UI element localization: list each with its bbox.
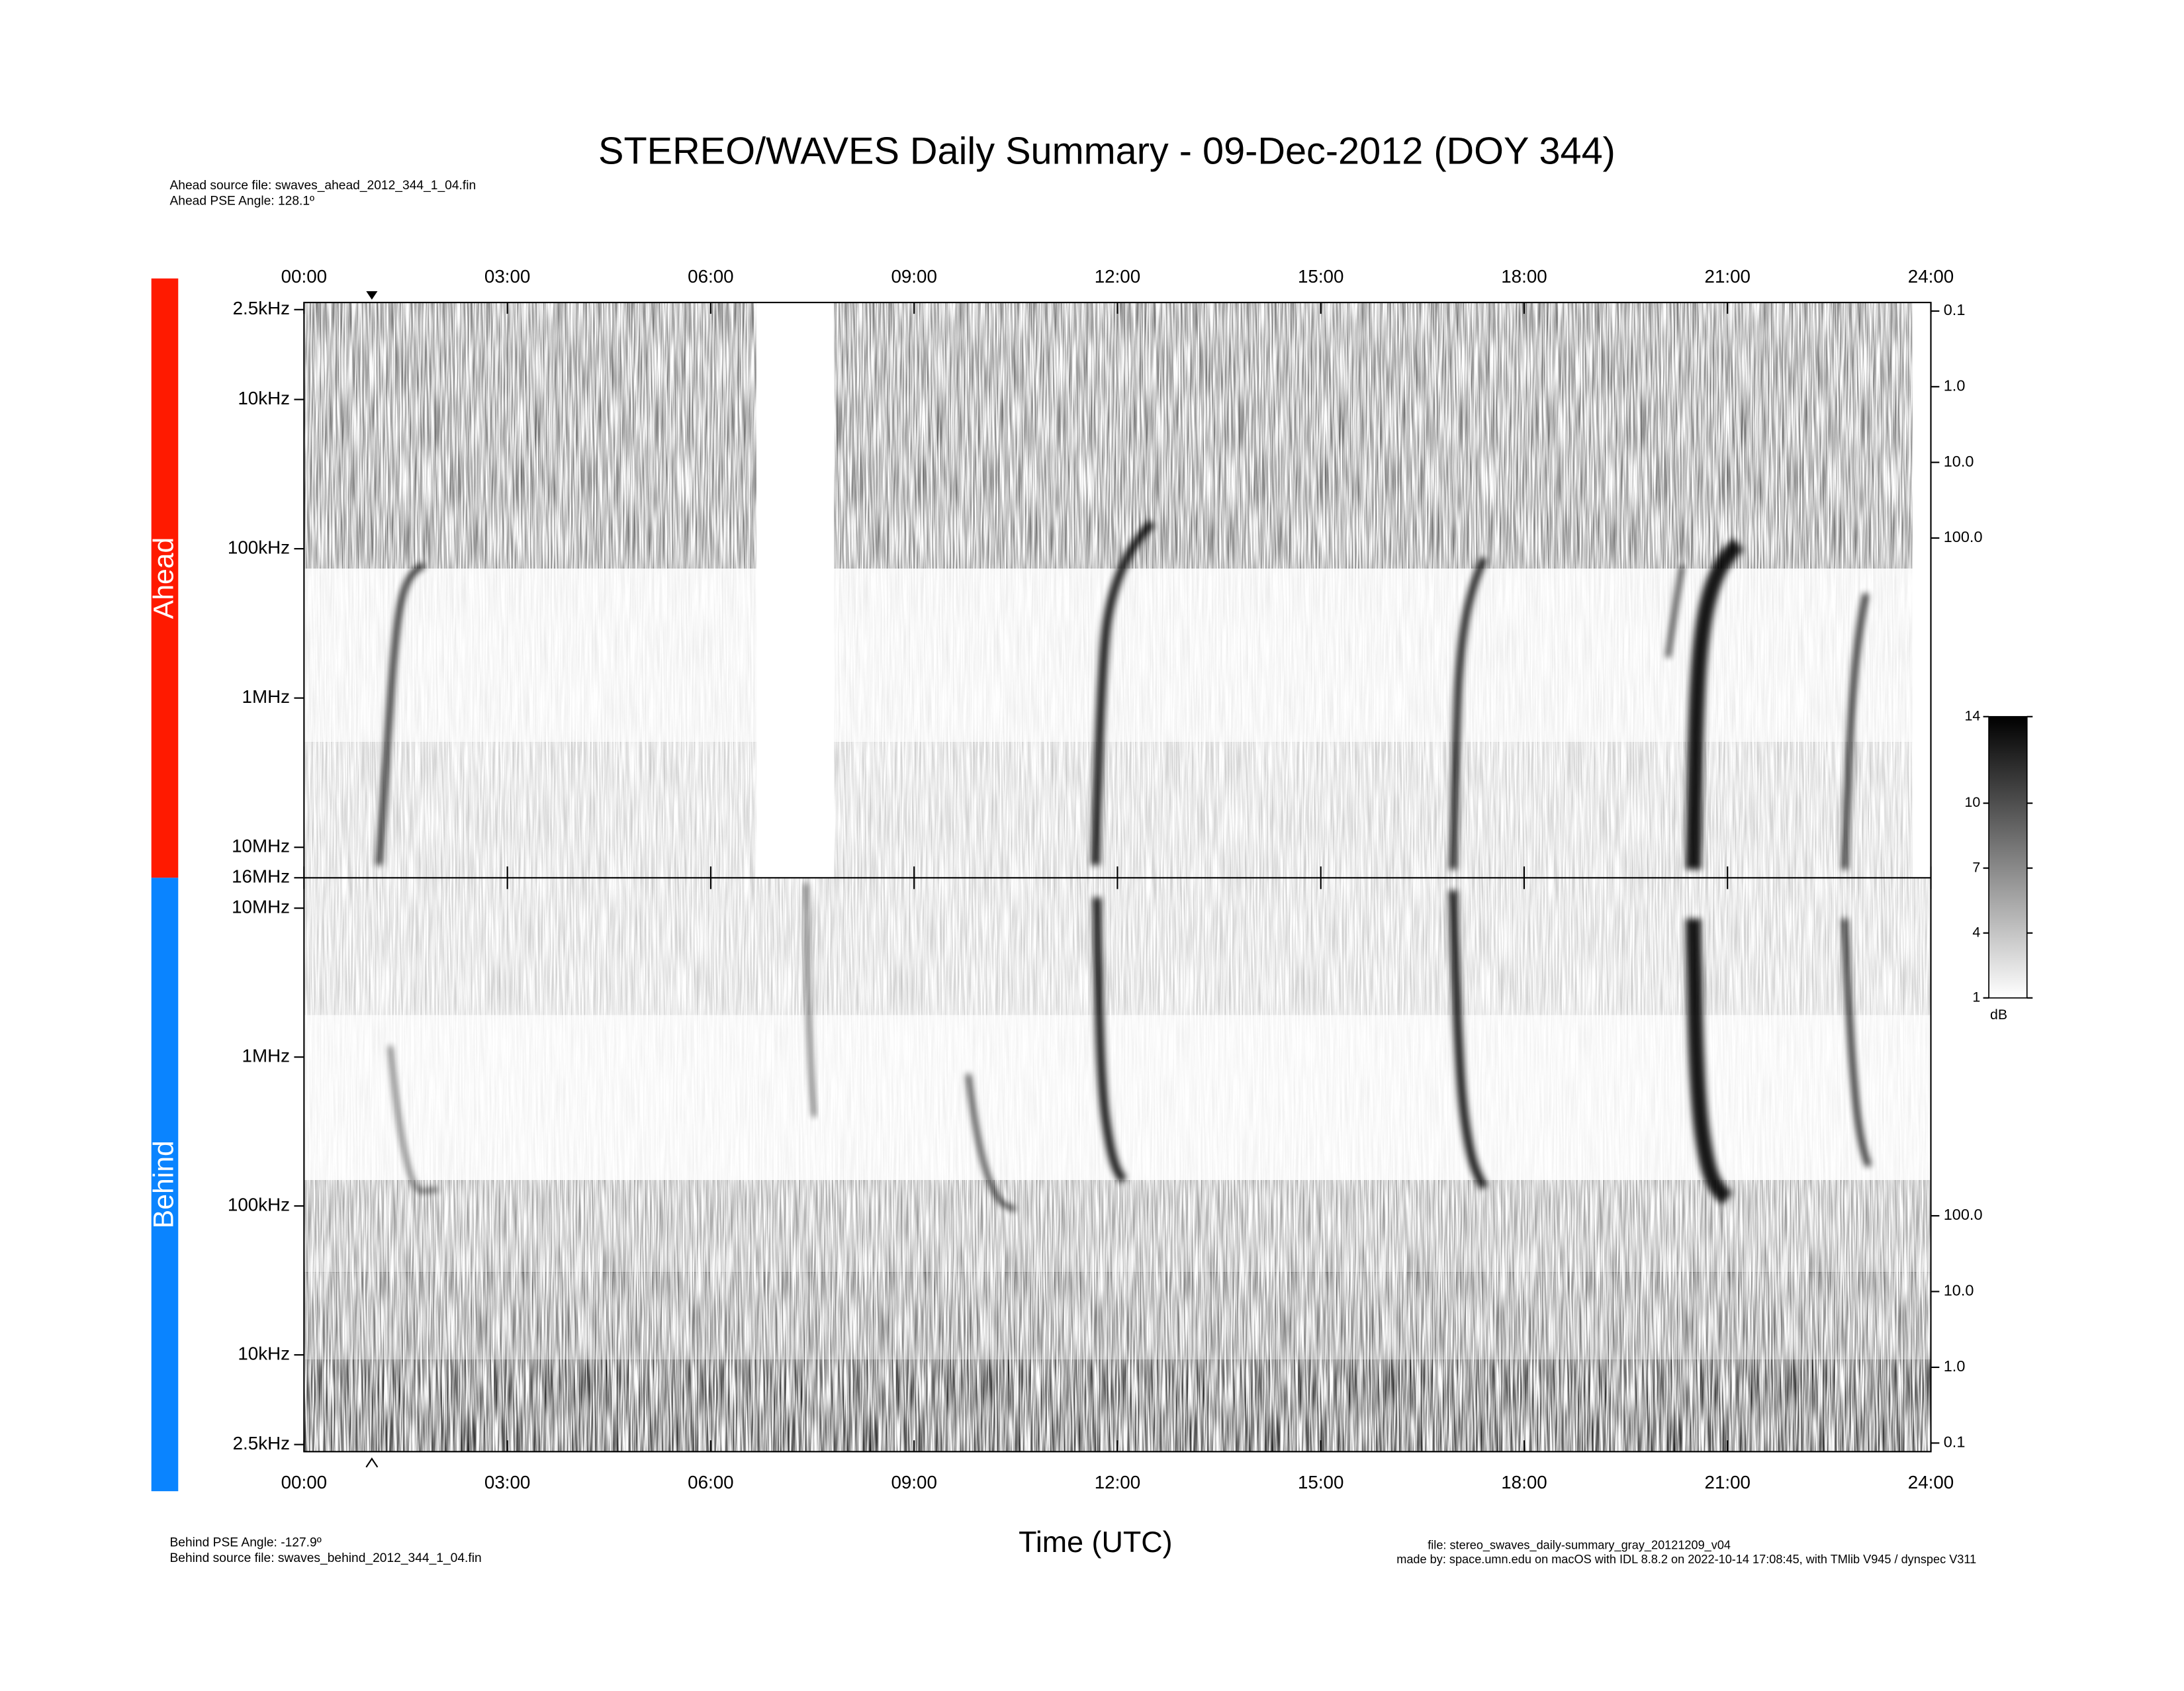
x-tick-label: 15:00 bbox=[1298, 266, 1343, 287]
y-tick-label: 10MHz bbox=[232, 836, 290, 856]
noise-band bbox=[304, 302, 1931, 569]
x-tick-label: 06:00 bbox=[688, 266, 733, 287]
radio-burst bbox=[1841, 593, 1869, 870]
x-tick-label: 00:00 bbox=[281, 1472, 327, 1492]
note: Ahead source file: swaves_ahead_2012_344… bbox=[169, 179, 476, 193]
y2-tick-label: 1.0 bbox=[1944, 1357, 1966, 1375]
noise-band bbox=[304, 878, 1931, 1015]
radio-burst bbox=[966, 1074, 1017, 1212]
radio-burst bbox=[388, 1046, 439, 1193]
x-tick-label: 09:00 bbox=[891, 1472, 936, 1492]
y-tick-label: 10MHz bbox=[232, 897, 290, 917]
y2-tick-label: 0.1 bbox=[1944, 301, 1966, 318]
x-tick-label: 06:00 bbox=[688, 1472, 733, 1492]
note: Behind source file: swaves_behind_2012_3… bbox=[169, 1551, 481, 1565]
note: Ahead PSE Angle: 128.1º bbox=[169, 195, 314, 208]
y-tick-label: 2.5kHz bbox=[233, 1433, 290, 1453]
x-tick-label: 18:00 bbox=[1501, 1472, 1547, 1492]
colorbar-tick-label: 14 bbox=[1965, 708, 1981, 723]
y-tick-label: 2.5kHz bbox=[233, 298, 290, 318]
colorbar-tick-label: 10 bbox=[1965, 794, 1981, 810]
radio-burst bbox=[1685, 919, 1733, 1205]
x-tick-label: 21:00 bbox=[1705, 1472, 1751, 1492]
x-tick-label: 12:00 bbox=[1095, 1472, 1140, 1492]
noise-band bbox=[304, 1272, 1931, 1360]
x-tick-label: 21:00 bbox=[1705, 266, 1751, 287]
radio-burst bbox=[1841, 919, 1872, 1167]
y-tick-label: 16MHz bbox=[232, 866, 290, 887]
x-tick-label: 03:00 bbox=[484, 266, 530, 287]
radio-burst bbox=[1685, 538, 1744, 870]
data-gap bbox=[1912, 302, 1931, 878]
x-tick-label: 09:00 bbox=[891, 266, 936, 287]
radio-burst bbox=[1449, 890, 1488, 1190]
x-tick-label: 24:00 bbox=[1908, 1472, 1954, 1492]
x-axis-label: Time (UTC) bbox=[1019, 1525, 1172, 1559]
radio-burst bbox=[376, 563, 426, 866]
colorbar-tick-label: 4 bbox=[1972, 924, 1980, 940]
colorbar-tick-label: 7 bbox=[1972, 859, 1980, 875]
y2-tick-label: 100.0 bbox=[1944, 528, 1983, 545]
y2-tick-label: 1.0 bbox=[1944, 377, 1966, 394]
noise-band bbox=[304, 742, 1931, 878]
radio-burst bbox=[804, 883, 816, 1117]
y2-tick-label: 0.1 bbox=[1944, 1434, 1966, 1451]
colorbar bbox=[1988, 715, 2028, 999]
title: STEREO/WAVES Daily Summary - 09-Dec-2012… bbox=[598, 130, 1615, 173]
y2-tick-label: 10.0 bbox=[1944, 1282, 1974, 1299]
x-tick-label: 03:00 bbox=[484, 1472, 530, 1492]
marker bbox=[366, 291, 378, 300]
colorbar-label: dB bbox=[1990, 1007, 2007, 1023]
radio-burst bbox=[1666, 565, 1684, 658]
x-tick-label: 00:00 bbox=[281, 266, 327, 287]
x-tick-label: 24:00 bbox=[1908, 266, 1954, 287]
y-tick-label: 10kHz bbox=[238, 388, 290, 408]
x-tick-label: 18:00 bbox=[1501, 266, 1547, 287]
y-tick-label: 100kHz bbox=[228, 1194, 290, 1214]
y-tick-label: 1MHz bbox=[242, 686, 290, 707]
panel-strip bbox=[151, 278, 179, 878]
x-tick-label: 12:00 bbox=[1095, 266, 1140, 287]
radio-burst bbox=[1449, 557, 1488, 870]
y-tick-label: 1MHz bbox=[242, 1046, 290, 1066]
panel-label: Ahead bbox=[148, 537, 179, 619]
note: file: stereo_swaves_daily-summary_gray_2… bbox=[1428, 1539, 1731, 1553]
noise-band bbox=[304, 1180, 1931, 1273]
panel-label: Behind bbox=[148, 1140, 179, 1228]
y-tick-label: 10kHz bbox=[238, 1343, 290, 1363]
data-gap bbox=[756, 302, 835, 878]
radio-burst bbox=[1093, 897, 1127, 1183]
noise-band bbox=[304, 1359, 1931, 1452]
marker bbox=[365, 1457, 379, 1468]
y2-tick-label: 10.0 bbox=[1944, 453, 1974, 470]
panel-strip bbox=[151, 878, 179, 1492]
spectrogram bbox=[304, 302, 1931, 1452]
y-tick-label: 100kHz bbox=[228, 537, 290, 557]
note: Behind PSE Angle: -127.9º bbox=[169, 1535, 321, 1549]
y2-tick-label: 100.0 bbox=[1944, 1206, 1983, 1223]
colorbar-tick-label: 1 bbox=[1972, 989, 1980, 1005]
noise-band bbox=[304, 1015, 1931, 1181]
x-tick-label: 15:00 bbox=[1298, 1472, 1343, 1492]
noise-band bbox=[304, 568, 1931, 743]
radio-burst bbox=[1091, 520, 1156, 866]
note: made by: space.umn.edu on macOS with IDL… bbox=[1396, 1553, 1976, 1566]
